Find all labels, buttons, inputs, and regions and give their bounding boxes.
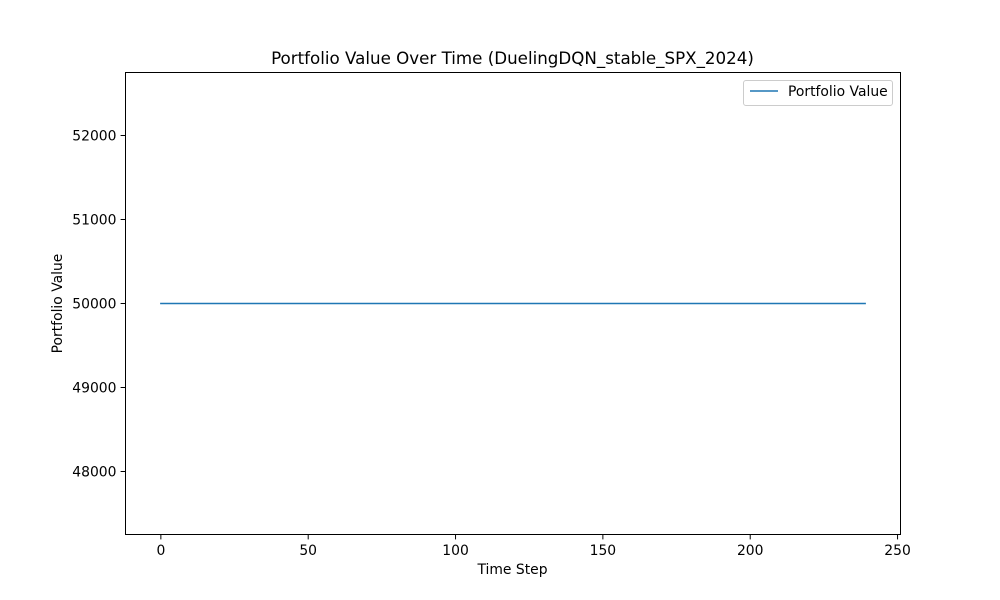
x-tick-label: 100 — [442, 543, 469, 559]
y-tick-label: 52000 — [72, 129, 116, 145]
x-tick-label: 50 — [299, 543, 317, 559]
legend-box — [743, 80, 893, 106]
legend: Portfolio Value — [743, 80, 893, 106]
chart-title: Portfolio Value Over Time (DuelingDQN_st… — [271, 48, 754, 69]
y-tick-label: 49000 — [72, 381, 116, 397]
x-axis-label: Time Step — [476, 562, 547, 578]
y-tick-label: 51000 — [72, 213, 116, 229]
x-tick-label: 200 — [737, 543, 764, 559]
y-tick-label: 50000 — [72, 297, 116, 313]
y-axis-label: Portfolio Value — [50, 254, 66, 354]
y-axis-ticks: 48000 49000 50000 51000 52000 — [72, 129, 126, 481]
legend-label-portfolio-value: Portfolio Value — [788, 84, 888, 100]
x-tick-label: 150 — [590, 543, 617, 559]
x-axis-ticks: 0 50 100 150 200 250 — [156, 534, 911, 559]
x-tick-label: 0 — [156, 543, 165, 559]
y-tick-label: 48000 — [72, 465, 116, 481]
x-tick-label: 250 — [884, 543, 911, 559]
